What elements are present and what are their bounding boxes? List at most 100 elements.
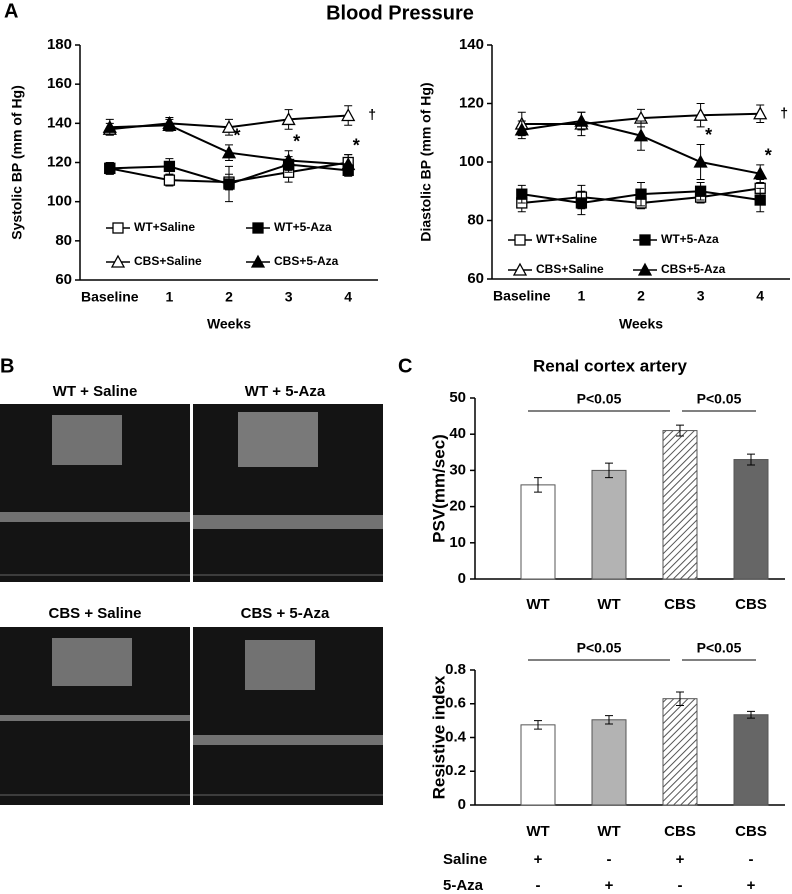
y-tick-label: 30 [449, 461, 466, 478]
panel-label: B [0, 355, 14, 377]
legend-marker [512, 262, 528, 276]
bar [520, 484, 556, 580]
y-tick-label: 0.8 [445, 661, 466, 678]
image-title: WT + 5-Aza [245, 383, 326, 400]
bar [662, 698, 698, 806]
legend-label: WT+Saline [536, 232, 597, 246]
panel-label: C [398, 355, 412, 377]
error-bar [605, 462, 613, 479]
x-tick-label: 3 [697, 288, 705, 304]
marker [341, 108, 356, 122]
x-tick-label: WT [526, 823, 549, 840]
chart-title: Renal cortex artery [533, 356, 688, 375]
marker [223, 178, 235, 190]
treatment-sign: + [747, 877, 756, 894]
marker [163, 174, 176, 186]
legend-marker [112, 222, 124, 234]
x-tick-label: WT [597, 596, 620, 613]
marker [163, 160, 176, 173]
y-axis-label: Systolic BP (mm of Hg) [9, 85, 25, 240]
y-tick-label: 0.6 [445, 695, 466, 712]
y-tick-label: 0 [458, 570, 466, 587]
legend-label: CBS+5-Aza [661, 262, 726, 276]
ultrasound-image [0, 627, 190, 805]
x-tick-label: Baseline [493, 288, 551, 304]
y-tick-label: 140 [459, 36, 484, 53]
treatment-sign: - [678, 877, 683, 894]
image-title: CBS + Saline [49, 605, 142, 622]
dagger-mark: † [780, 104, 788, 120]
error-bar [605, 715, 613, 725]
x-tick-label: 1 [578, 288, 586, 304]
treatment-sign: - [607, 851, 612, 868]
image-title: CBS + 5-Aza [241, 605, 330, 622]
x-tick-label: CBS [735, 596, 767, 613]
y-tick-label: 60 [467, 270, 484, 287]
y-tick-label: 20 [449, 498, 466, 515]
bar [662, 430, 698, 580]
y-tick-label: 120 [459, 94, 484, 111]
y-tick-label: 180 [47, 36, 72, 53]
x-tick-label: WT [597, 823, 620, 840]
error-bar [676, 424, 684, 437]
error-bar [676, 691, 684, 706]
legend-label: CBS+Saline [536, 262, 604, 276]
y-tick-label: 160 [47, 75, 72, 92]
significance-mark: * [293, 132, 300, 152]
legend-marker [252, 222, 264, 234]
y-axis-label: Diastolic BP (mm of Hg) [418, 82, 434, 241]
bar [591, 719, 627, 806]
x-tick-label: 4 [344, 289, 352, 305]
marker [516, 188, 528, 200]
treatment-sign: - [749, 851, 754, 868]
x-tick-label: WT [526, 596, 549, 613]
bar [520, 724, 556, 806]
legend-marker [514, 234, 526, 246]
marker [102, 119, 117, 133]
significance-mark: * [353, 135, 360, 155]
legend-marker [639, 234, 651, 246]
y-tick-label: 80 [467, 211, 484, 228]
y-tick-label: 50 [449, 389, 466, 406]
y-tick-label: 120 [47, 153, 72, 170]
marker [753, 106, 768, 120]
error-bar [747, 453, 755, 466]
x-axis-label: Weeks [207, 316, 251, 332]
legend-marker [110, 254, 126, 268]
dagger-mark: † [368, 106, 376, 122]
bar [733, 459, 769, 580]
error-bar [534, 477, 542, 493]
x-tick-label: CBS [664, 823, 696, 840]
marker [754, 194, 766, 206]
marker [574, 113, 589, 127]
y-tick-label: 100 [47, 193, 72, 210]
x-tick-label: CBS [735, 823, 767, 840]
marker [693, 107, 708, 121]
treatment-label: 5-Aza [443, 877, 484, 894]
treatment-sign: + [676, 851, 685, 868]
x-tick-label: CBS [664, 596, 696, 613]
y-tick-label: 0.2 [445, 762, 466, 779]
x-tick-label: 1 [166, 289, 174, 305]
x-axis-label: Weeks [619, 316, 663, 332]
y-axis-label: PSV(mm/sec) [429, 434, 448, 543]
x-tick-label: 3 [285, 289, 293, 305]
y-tick-label: 80 [55, 232, 72, 249]
comparison-label: P<0.05 [697, 640, 742, 656]
marker [694, 185, 707, 197]
y-tick-label: 10 [449, 534, 466, 551]
legend-marker [250, 254, 266, 268]
legend-label: CBS+Saline [134, 254, 202, 268]
legend-marker [637, 262, 653, 276]
marker [221, 119, 237, 133]
legend-label: WT+5-Aza [661, 232, 719, 246]
marker [633, 128, 649, 142]
marker [575, 197, 588, 209]
treatment-sign: + [605, 877, 614, 894]
ultrasound-image [193, 627, 383, 805]
marker [104, 162, 116, 175]
y-axis-label: Resistive index [429, 675, 448, 799]
marker [221, 145, 237, 159]
legend-label: WT+Saline [134, 220, 195, 234]
panel-label: A [4, 0, 18, 22]
